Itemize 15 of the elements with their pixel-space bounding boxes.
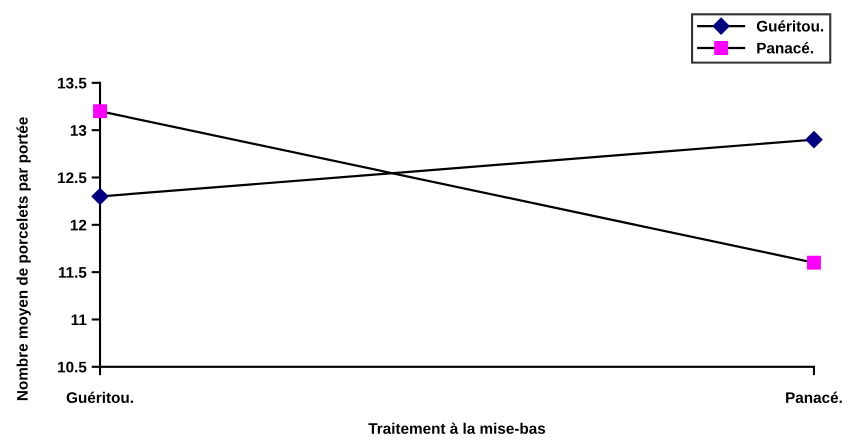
y-tick-label: 12 — [70, 220, 86, 230]
point — [805, 131, 823, 148]
y-tick-label: 10.5 — [58, 362, 86, 372]
y-tick-label: 11.5 — [58, 267, 86, 278]
point — [807, 256, 821, 270]
point — [93, 104, 107, 118]
y-tick-label: 13.5 — [58, 78, 86, 89]
y-tick-label: 12.5 — [58, 172, 86, 184]
y-axis-title: Nombre moyen de porcelets par portée — [16, 117, 31, 400]
y-tick-label: 11 — [72, 314, 86, 326]
legend-label: Panacé. — [757, 42, 813, 54]
legend-label: Guéritou. — [756, 20, 824, 32]
y-tick-label: 13 — [70, 125, 86, 136]
point — [91, 188, 109, 205]
x-axis-title: Traitement à la mise-bas — [368, 422, 546, 434]
